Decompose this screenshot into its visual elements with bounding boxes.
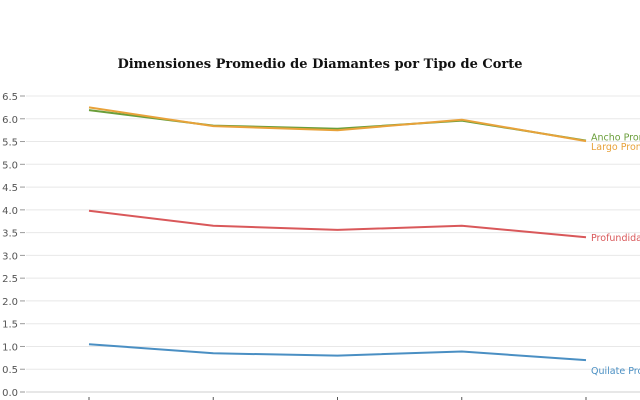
- y-tick-label: 4.5: [2, 183, 18, 194]
- y-tick-label: 6.5: [2, 92, 18, 103]
- y-tick-label: 5.5: [2, 138, 18, 149]
- y-tick-label: 4.0: [2, 206, 18, 217]
- series-label: Profundidad: [591, 233, 640, 244]
- y-tick-label: 2.5: [2, 274, 18, 285]
- series-line: [88, 209, 587, 239]
- y-tick-label: 0.5: [2, 365, 18, 376]
- y-tick-label: 0.0: [2, 388, 18, 399]
- series-line: [88, 343, 587, 362]
- series-line: [88, 109, 587, 142]
- series-line: [88, 106, 587, 143]
- y-tick-label: 3.5: [2, 229, 18, 240]
- series-label: Quilate Pro: [591, 366, 640, 377]
- y-tick-label: 2.0: [2, 297, 18, 308]
- y-tick-label: 1.5: [2, 320, 18, 331]
- series-label: Largo Prom: [591, 142, 640, 153]
- y-tick-label: 3.0: [2, 251, 18, 262]
- y-tick-label: 1.0: [2, 342, 18, 353]
- series-label: Ancho Prom: [591, 133, 640, 144]
- chart-title: Dimensiones Promedio de Diamantes por Ti…: [117, 57, 523, 72]
- y-tick-label: 6.0: [2, 115, 18, 126]
- y-tick-label: 5.0: [2, 160, 18, 171]
